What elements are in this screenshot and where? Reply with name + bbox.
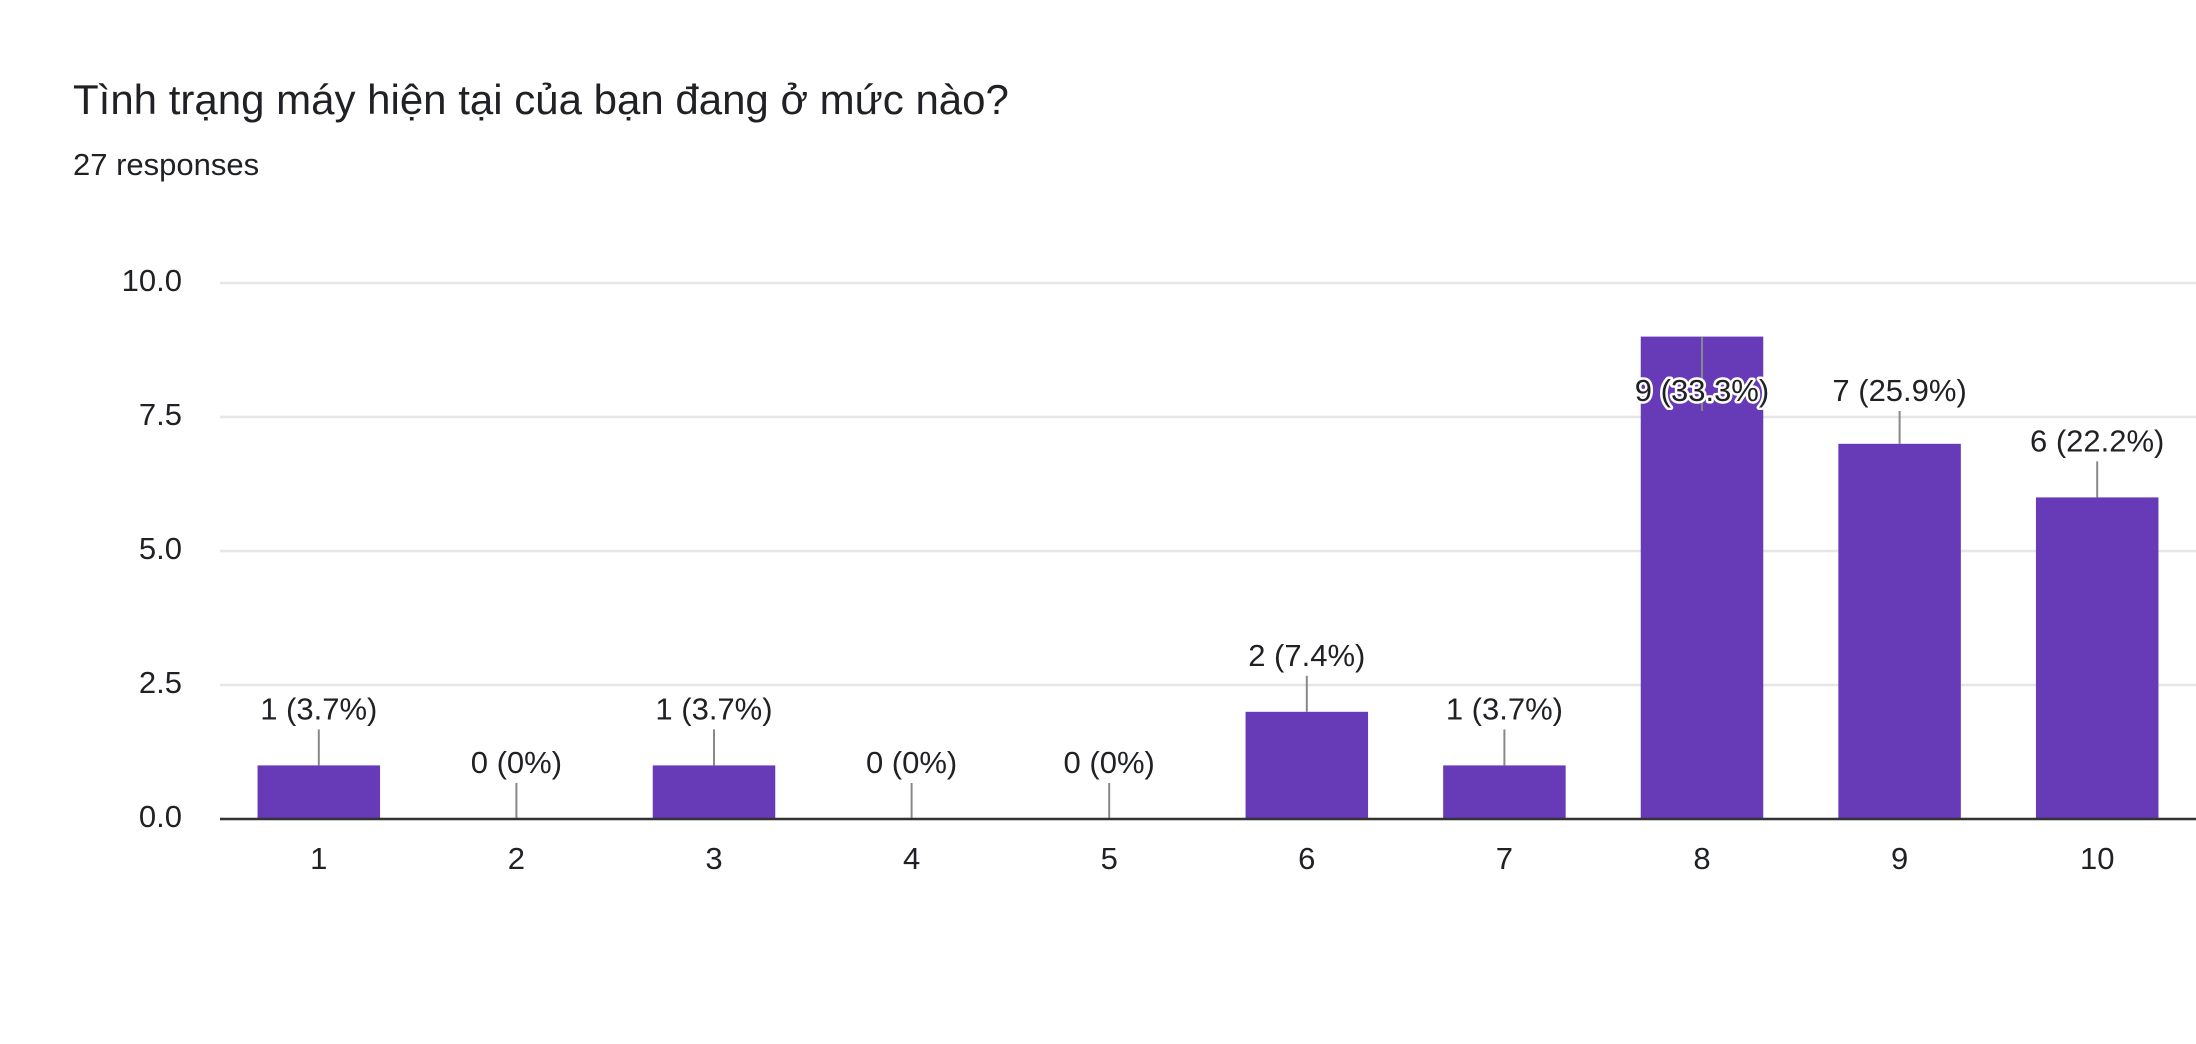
x-tick-label: 10 — [2080, 841, 2114, 876]
x-tick-label: 7 — [1496, 841, 1513, 876]
value-label: 6 (22.2%) — [2030, 424, 2164, 459]
value-label: 0 (0%) — [1064, 745, 1155, 780]
value-label: 0 (0%) — [471, 745, 562, 780]
x-tick-label: 6 — [1298, 841, 1315, 876]
x-tick-label: 2 — [508, 841, 525, 876]
x-tick-label: 5 — [1101, 841, 1118, 876]
bar — [2035, 497, 2159, 819]
bar — [1245, 711, 1369, 819]
bar — [257, 765, 381, 819]
chart-subtitle: 27 responses — [73, 147, 259, 182]
value-label: 2 (7.4%) — [1248, 638, 1365, 673]
bar — [652, 765, 776, 819]
bar — [1640, 336, 1764, 819]
x-tick-label: 4 — [903, 841, 920, 876]
bar — [1838, 443, 1961, 819]
value-label: 0 (0%) — [866, 745, 957, 780]
value-label: 9 (33.3%) — [1635, 373, 1769, 408]
value-label: 1 (3.7%) — [1446, 692, 1563, 727]
value-label: 7 (25.9%) — [1832, 373, 1966, 408]
y-tick-label: 10.0 — [122, 263, 182, 298]
y-tick-label: 5.0 — [139, 531, 182, 566]
y-tick-label: 0.0 — [139, 799, 182, 834]
value-label: 1 (3.7%) — [655, 692, 772, 727]
y-tick-label: 2.5 — [139, 665, 182, 700]
x-tick-label: 1 — [310, 841, 327, 876]
y-tick-label: 7.5 — [139, 397, 182, 432]
x-tick-label: 3 — [705, 841, 722, 876]
value-label: 1 (3.7%) — [260, 692, 377, 727]
chart-title: Tình trạng máy hiện tại của bạn đang ở m… — [73, 76, 1009, 123]
bar — [1443, 765, 1566, 819]
x-tick-label: 8 — [1693, 841, 1710, 876]
x-tick-label: 9 — [1891, 841, 1908, 876]
